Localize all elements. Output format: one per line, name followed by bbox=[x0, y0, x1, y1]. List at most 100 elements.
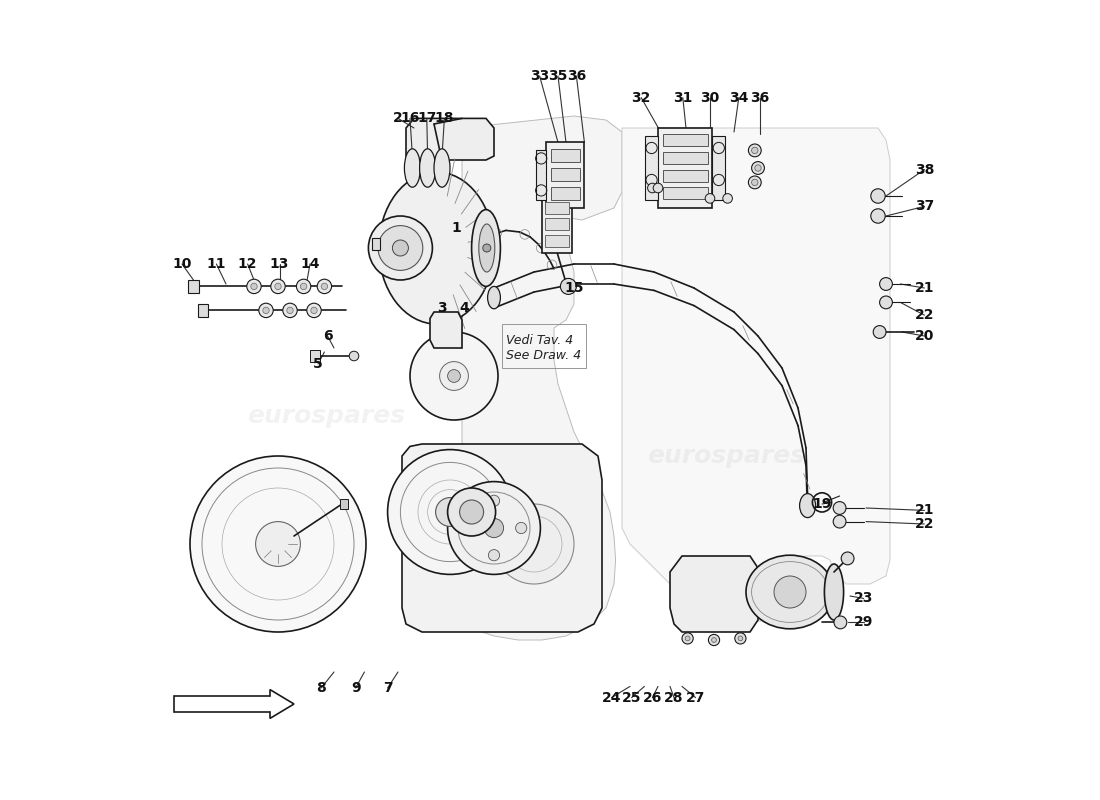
Circle shape bbox=[255, 522, 300, 566]
Circle shape bbox=[484, 518, 504, 538]
Circle shape bbox=[283, 303, 297, 318]
Circle shape bbox=[296, 279, 311, 294]
Circle shape bbox=[460, 500, 484, 524]
Bar bbox=[551, 149, 580, 162]
Circle shape bbox=[751, 162, 764, 174]
Circle shape bbox=[488, 495, 499, 506]
Text: 22: 22 bbox=[915, 517, 934, 531]
Circle shape bbox=[317, 279, 331, 294]
Circle shape bbox=[560, 278, 576, 294]
Text: Vedi Tav. 4
See Draw. 4: Vedi Tav. 4 See Draw. 4 bbox=[506, 334, 581, 362]
Bar bbox=[340, 499, 349, 509]
Circle shape bbox=[349, 351, 359, 361]
Bar bbox=[502, 324, 586, 368]
Ellipse shape bbox=[824, 564, 844, 620]
Circle shape bbox=[755, 165, 761, 171]
Bar bbox=[546, 202, 569, 214]
Circle shape bbox=[833, 502, 846, 514]
Text: 2: 2 bbox=[393, 111, 403, 126]
Circle shape bbox=[516, 522, 527, 534]
Circle shape bbox=[393, 240, 408, 256]
Polygon shape bbox=[406, 118, 494, 160]
Circle shape bbox=[648, 183, 657, 193]
Bar bbox=[546, 235, 569, 247]
Text: 36: 36 bbox=[750, 90, 769, 105]
Text: 13: 13 bbox=[270, 257, 289, 271]
Text: 1: 1 bbox=[451, 221, 461, 235]
Text: 6: 6 bbox=[322, 329, 332, 343]
Circle shape bbox=[300, 283, 307, 290]
Text: 26: 26 bbox=[642, 690, 662, 705]
Circle shape bbox=[440, 362, 469, 390]
Text: 23: 23 bbox=[854, 591, 873, 606]
Bar bbox=[373, 238, 381, 250]
Circle shape bbox=[748, 176, 761, 189]
Bar bbox=[663, 187, 707, 199]
Ellipse shape bbox=[774, 576, 806, 608]
Text: 33: 33 bbox=[530, 69, 549, 83]
Text: 4: 4 bbox=[460, 301, 470, 315]
Polygon shape bbox=[402, 444, 602, 632]
Text: 36: 36 bbox=[566, 69, 586, 83]
Text: 18: 18 bbox=[434, 111, 454, 126]
Circle shape bbox=[834, 616, 847, 629]
Circle shape bbox=[461, 522, 472, 534]
Text: 21: 21 bbox=[915, 281, 934, 295]
Circle shape bbox=[871, 209, 886, 223]
Circle shape bbox=[448, 370, 461, 382]
Bar bbox=[663, 170, 707, 182]
Text: 24: 24 bbox=[602, 690, 621, 705]
Text: 28: 28 bbox=[664, 690, 684, 705]
Bar bbox=[542, 198, 572, 253]
Text: eurospares: eurospares bbox=[647, 444, 805, 468]
Circle shape bbox=[842, 552, 854, 565]
Circle shape bbox=[410, 332, 498, 420]
Circle shape bbox=[387, 450, 513, 574]
Text: 5: 5 bbox=[314, 357, 323, 371]
Text: 10: 10 bbox=[173, 257, 191, 271]
Circle shape bbox=[708, 634, 719, 646]
Circle shape bbox=[378, 226, 422, 270]
Circle shape bbox=[448, 488, 496, 536]
Circle shape bbox=[494, 504, 574, 584]
Ellipse shape bbox=[405, 149, 420, 187]
Ellipse shape bbox=[419, 149, 436, 187]
Bar bbox=[546, 218, 569, 230]
Circle shape bbox=[368, 216, 432, 280]
Bar bbox=[663, 134, 707, 146]
Polygon shape bbox=[430, 312, 462, 348]
Circle shape bbox=[880, 296, 892, 309]
Circle shape bbox=[258, 303, 273, 318]
Text: 12: 12 bbox=[238, 257, 257, 271]
Text: 32: 32 bbox=[631, 90, 651, 105]
Circle shape bbox=[436, 498, 464, 526]
Text: 17: 17 bbox=[417, 111, 437, 126]
Text: 29: 29 bbox=[854, 615, 873, 630]
Text: 19: 19 bbox=[812, 497, 832, 511]
Circle shape bbox=[751, 179, 758, 186]
Text: 16: 16 bbox=[400, 111, 420, 126]
Circle shape bbox=[682, 633, 693, 644]
Text: 8: 8 bbox=[317, 681, 326, 695]
Text: 31: 31 bbox=[673, 90, 693, 105]
Bar bbox=[546, 142, 584, 208]
Ellipse shape bbox=[378, 172, 494, 324]
Text: 22: 22 bbox=[915, 308, 934, 322]
Circle shape bbox=[275, 283, 282, 290]
Circle shape bbox=[448, 482, 540, 574]
Text: 37: 37 bbox=[915, 199, 934, 214]
Circle shape bbox=[307, 303, 321, 318]
Bar bbox=[188, 280, 199, 293]
Bar bbox=[551, 168, 580, 181]
Bar bbox=[658, 128, 713, 208]
Bar bbox=[713, 136, 725, 200]
Circle shape bbox=[873, 326, 886, 338]
Circle shape bbox=[271, 279, 285, 294]
Bar bbox=[551, 187, 580, 200]
Text: 7: 7 bbox=[383, 681, 393, 695]
Circle shape bbox=[287, 307, 294, 314]
Circle shape bbox=[735, 633, 746, 644]
Bar bbox=[646, 136, 658, 200]
Circle shape bbox=[653, 183, 663, 193]
Text: 9: 9 bbox=[351, 681, 361, 695]
